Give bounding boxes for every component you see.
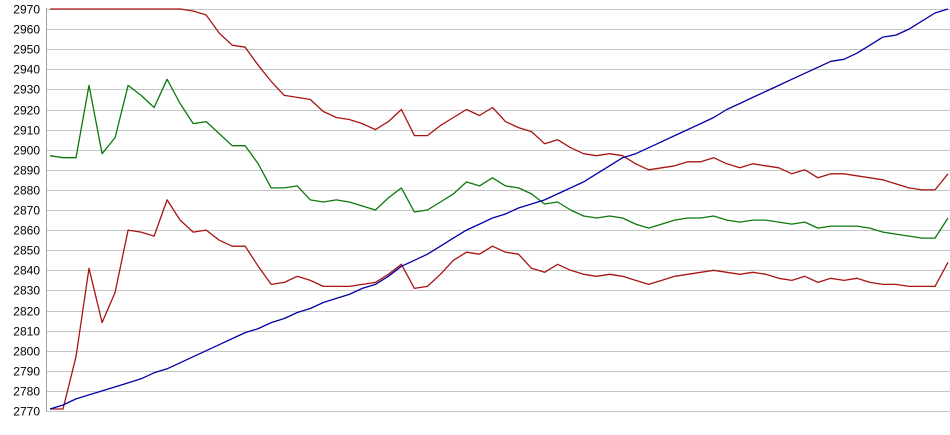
y-tick-label: 2780 bbox=[13, 385, 40, 399]
y-tick-label: 2970 bbox=[13, 3, 40, 17]
y-tick-label: 2950 bbox=[13, 43, 40, 57]
y-tick-label: 2860 bbox=[13, 224, 40, 238]
y-tick-label: 2800 bbox=[13, 345, 40, 359]
y-tick-label: 2810 bbox=[13, 325, 40, 339]
y-tick-label: 2900 bbox=[13, 144, 40, 158]
y-tick-label: 2960 bbox=[13, 23, 40, 37]
y-tick-label: 2920 bbox=[13, 104, 40, 118]
y-tick-label: 2910 bbox=[13, 124, 40, 138]
y-tick-label: 2790 bbox=[13, 365, 40, 379]
y-tick-label: 2820 bbox=[13, 305, 40, 319]
y-tick-label: 2770 bbox=[13, 405, 40, 419]
y-tick-label: 2870 bbox=[13, 204, 40, 218]
series-1-upper-red-line bbox=[50, 8, 949, 191]
y-tick-label: 2840 bbox=[13, 264, 40, 278]
y-tick-label: 2890 bbox=[13, 164, 40, 178]
series-2-green-line bbox=[49, 78, 949, 239]
series-3-lower-red-line bbox=[50, 199, 949, 410]
y-tick-label: 2940 bbox=[13, 63, 40, 77]
y-tick-label: 2850 bbox=[13, 244, 40, 258]
y-tick-label: 2880 bbox=[13, 184, 40, 198]
y-tick-label: 2930 bbox=[13, 83, 40, 97]
series-4-blue-line bbox=[49, 8, 949, 410]
y-tick-label: 2830 bbox=[13, 284, 40, 298]
